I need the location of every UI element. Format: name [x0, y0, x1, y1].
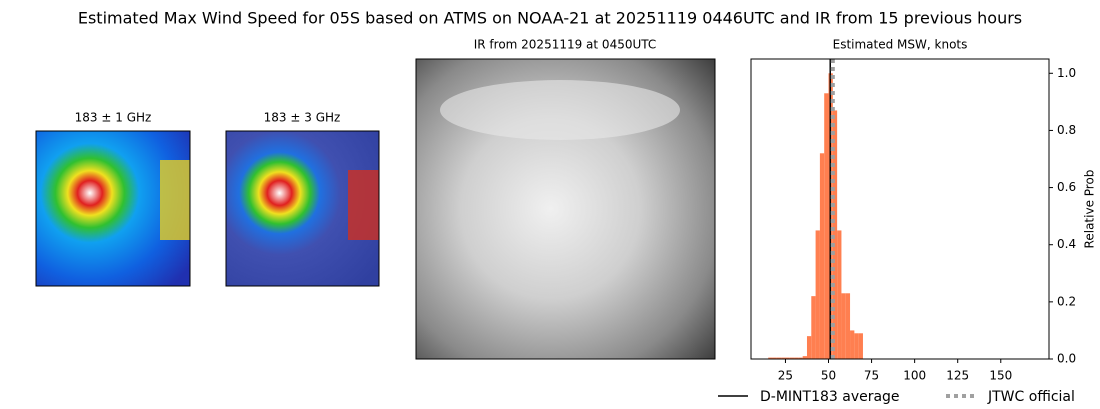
legend-label: JTWC official	[987, 389, 1075, 405]
legend: D-MINT183 average JTWC official	[718, 389, 1075, 405]
panel-frame	[35, 130, 191, 287]
bar	[789, 357, 795, 359]
bar	[858, 333, 863, 359]
x-tick-label: 125	[946, 369, 969, 383]
image-feature	[160, 160, 190, 240]
y-tick-label: 0.0	[1057, 352, 1076, 366]
y-tick-label: 0.8	[1057, 123, 1076, 137]
bar	[785, 357, 790, 359]
bar	[819, 153, 825, 359]
x-tick-label: 100	[903, 369, 926, 383]
histogram: Estimated MSW, knots Relative Prob 25 50 7…	[750, 38, 1097, 383]
panel-title: 183 ± 3 GHz	[264, 111, 341, 125]
panel-title: IR from 20251119 at 0450UTC	[474, 38, 657, 52]
x-tick-label: 150	[989, 369, 1012, 383]
bar	[776, 357, 782, 359]
bar	[845, 293, 851, 359]
x-tick-label: 75	[864, 369, 879, 383]
bar	[772, 357, 777, 359]
bar	[806, 336, 812, 359]
bar	[781, 357, 786, 359]
bar	[815, 230, 820, 359]
image-feature	[440, 80, 680, 140]
legend-label: D-MINT183 average	[760, 389, 900, 405]
x-tick-label: 25	[778, 369, 793, 383]
bar	[850, 330, 855, 359]
chart-title: Estimated MSW, knots	[833, 38, 968, 52]
plot-frame	[750, 58, 1050, 360]
bar	[798, 357, 803, 359]
y-tick-label: 0.2	[1057, 294, 1076, 308]
panel-title: 183 ± 1 GHz	[75, 111, 152, 125]
image-feature	[348, 170, 379, 240]
bar	[824, 93, 829, 360]
y-tick-label: 1.0	[1057, 66, 1076, 80]
bar	[811, 296, 816, 359]
bar	[794, 357, 799, 359]
bar	[802, 356, 807, 359]
bar	[768, 357, 773, 359]
y-tick-label: 0.6	[1057, 180, 1076, 194]
figure-title: Estimated Max Wind Speed for 05S based o…	[78, 9, 1022, 28]
y-tick-label: 0.4	[1057, 237, 1076, 251]
bar	[832, 110, 838, 359]
y-axis-label: Relative Prob	[1083, 170, 1097, 249]
bar	[841, 293, 846, 359]
bar	[837, 230, 842, 359]
bar	[854, 333, 859, 359]
x-tick-label: 50	[821, 369, 836, 383]
panel-frame	[415, 58, 716, 360]
panel-frame	[225, 130, 380, 287]
